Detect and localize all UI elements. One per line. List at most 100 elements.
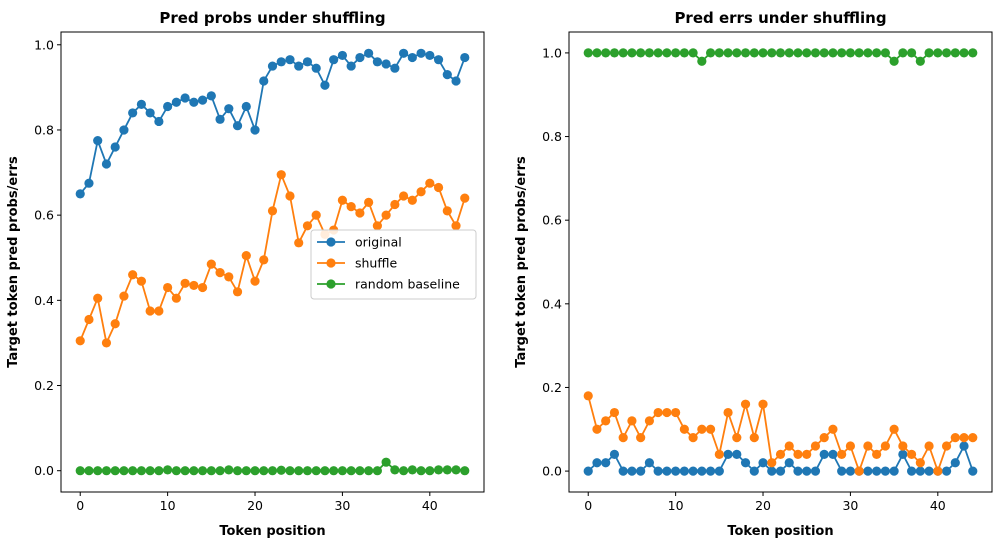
x-tick-label: 0 xyxy=(584,498,592,513)
data-point-random-baseline xyxy=(145,466,155,476)
data-point-shuffle xyxy=(416,187,426,197)
data-point-shuffle xyxy=(154,306,164,316)
data-point-shuffle xyxy=(810,441,821,451)
plot-frame xyxy=(60,31,485,493)
data-point-random-baseline xyxy=(705,48,716,58)
legend: original shuffle random baseline xyxy=(310,229,477,300)
data-point-original xyxy=(767,466,777,476)
x-axis-label: Token position xyxy=(727,524,833,539)
data-point-original xyxy=(189,97,199,107)
data-point-shuffle xyxy=(889,424,899,434)
data-point-random-baseline xyxy=(828,48,838,58)
x-tick-label: 30 xyxy=(334,498,350,513)
data-point-original xyxy=(276,57,286,67)
data-point-shuffle xyxy=(372,221,382,231)
chart-pred-errs: Pred errs under shuffling Token position… xyxy=(514,9,993,539)
data-point-random-baseline xyxy=(206,466,216,476)
data-point-shuffle xyxy=(241,251,251,261)
plot-frame xyxy=(568,31,993,493)
data-point-original xyxy=(592,458,602,468)
data-point-original xyxy=(390,63,400,73)
data-point-shuffle xyxy=(110,319,120,329)
data-point-shuffle xyxy=(618,433,628,443)
data-point-original xyxy=(451,76,461,86)
y-tick-label: 0.4 xyxy=(542,296,562,311)
chart-title: Pred errs under shuffling xyxy=(674,9,886,27)
data-point-random-baseline xyxy=(372,466,382,476)
data-point-original xyxy=(732,449,742,459)
data-point-shuffle xyxy=(767,458,777,468)
data-point-shuffle xyxy=(775,449,786,459)
data-point-original xyxy=(136,99,147,110)
data-point-shuffle xyxy=(802,449,812,459)
data-point-random-baseline xyxy=(950,48,960,58)
data-point-original xyxy=(206,91,216,101)
data-point-original xyxy=(653,466,663,476)
data-point-shuffle xyxy=(390,199,400,210)
data-point-shuffle xyxy=(381,210,391,220)
data-point-shuffle xyxy=(583,391,593,401)
data-point-random-baseline xyxy=(802,48,812,58)
data-point-shuffle xyxy=(679,424,689,434)
data-point-random-baseline xyxy=(416,466,426,476)
data-point-random-baseline xyxy=(679,48,689,58)
data-point-shuffle xyxy=(837,449,847,459)
y-tick-label: 0.2 xyxy=(542,380,562,395)
data-point-shuffle xyxy=(128,270,138,280)
data-point-random-baseline xyxy=(433,465,444,475)
data-point-shuffle xyxy=(197,282,208,293)
data-point-shuffle xyxy=(644,416,655,426)
data-point-shuffle xyxy=(364,197,374,207)
data-point-random-baseline xyxy=(854,48,864,58)
data-point-original xyxy=(898,449,908,459)
data-point-original xyxy=(460,52,470,63)
data-point-original xyxy=(618,466,628,476)
y-tick-label: 1.0 xyxy=(542,45,562,60)
data-point-shuffle xyxy=(302,221,313,231)
data-point-random-baseline xyxy=(618,48,628,58)
data-point-shuffle xyxy=(601,416,611,426)
data-point-original xyxy=(941,466,952,476)
data-point-shuffle xyxy=(906,449,917,459)
data-point-random-baseline xyxy=(837,48,847,58)
data-point-original xyxy=(906,466,917,476)
data-point-random-baseline xyxy=(163,465,173,475)
data-point-original xyxy=(110,142,120,152)
data-point-random-baseline xyxy=(93,466,103,476)
data-point-shuffle xyxy=(337,195,348,205)
data-point-random-baseline xyxy=(592,48,602,58)
data-point-original xyxy=(819,449,829,459)
legend-swatch-marker xyxy=(326,237,336,247)
data-point-shuffle xyxy=(84,314,94,325)
data-point-random-baseline xyxy=(320,466,330,476)
data-point-original xyxy=(119,125,129,135)
data-point-original xyxy=(171,97,181,107)
data-point-shuffle xyxy=(460,193,470,203)
data-point-random-baseline xyxy=(381,457,391,467)
data-point-random-baseline xyxy=(451,465,461,475)
data-point-original xyxy=(915,466,925,476)
data-point-random-baseline xyxy=(636,48,646,58)
data-point-shuffle xyxy=(206,259,216,269)
x-tick-label: 40 xyxy=(422,498,438,513)
data-point-shuffle xyxy=(101,338,112,348)
data-point-random-baseline xyxy=(898,48,908,58)
data-point-random-baseline xyxy=(653,48,663,58)
y-tick-label: 0.0 xyxy=(34,463,54,478)
data-point-shuffle xyxy=(355,208,365,218)
data-point-shuffle xyxy=(592,424,602,434)
data-point-original xyxy=(302,57,313,67)
data-point-shuffle xyxy=(232,287,243,297)
data-point-random-baseline xyxy=(224,465,234,475)
data-point-shuffle xyxy=(688,433,698,443)
data-point-random-baseline xyxy=(688,48,698,58)
data-point-shuffle xyxy=(697,424,707,434)
data-point-shuffle xyxy=(119,291,129,301)
data-point-original xyxy=(163,101,173,112)
data-point-random-baseline xyxy=(329,466,339,476)
data-point-original xyxy=(636,466,646,476)
data-point-shuffle xyxy=(933,466,943,476)
data-point-random-baseline xyxy=(697,56,707,66)
data-point-original xyxy=(950,458,960,468)
x-tick-label: 20 xyxy=(247,498,263,513)
